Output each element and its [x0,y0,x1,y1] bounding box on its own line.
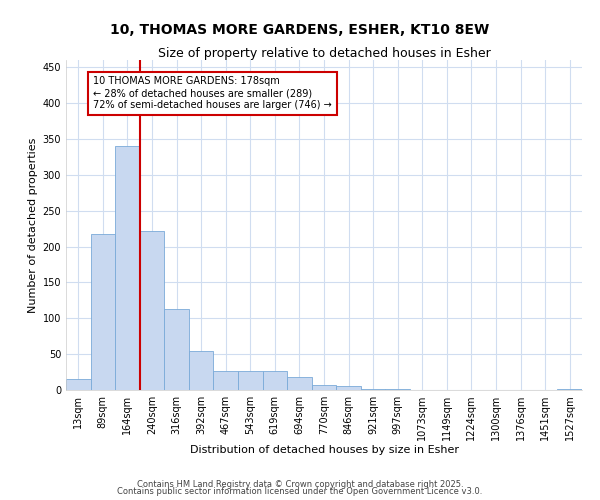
Bar [263,372,287,390]
Text: 10 THOMAS MORE GARDENS: 178sqm
← 28% of detached houses are smaller (289)
72% of: 10 THOMAS MORE GARDENS: 178sqm ← 28% of … [93,76,332,110]
Bar [214,370,238,390]
Y-axis label: Number of detached properties: Number of detached properties [28,138,38,312]
Bar [361,388,385,390]
Bar [91,234,115,390]
Text: Contains HM Land Registry data © Crown copyright and database right 2025.: Contains HM Land Registry data © Crown c… [137,480,463,489]
Bar [66,378,91,390]
Bar [140,230,164,390]
Bar [115,146,140,390]
Text: 10, THOMAS MORE GARDENS, ESHER, KT10 8EW: 10, THOMAS MORE GARDENS, ESHER, KT10 8EW [110,22,490,36]
Bar [164,309,189,390]
Title: Size of property relative to detached houses in Esher: Size of property relative to detached ho… [158,47,490,60]
Bar [189,350,214,390]
Bar [238,372,263,390]
X-axis label: Distribution of detached houses by size in Esher: Distribution of detached houses by size … [190,444,458,454]
Bar [336,386,361,390]
Bar [287,377,312,390]
Bar [312,385,336,390]
Text: Contains public sector information licensed under the Open Government Licence v3: Contains public sector information licen… [118,488,482,496]
